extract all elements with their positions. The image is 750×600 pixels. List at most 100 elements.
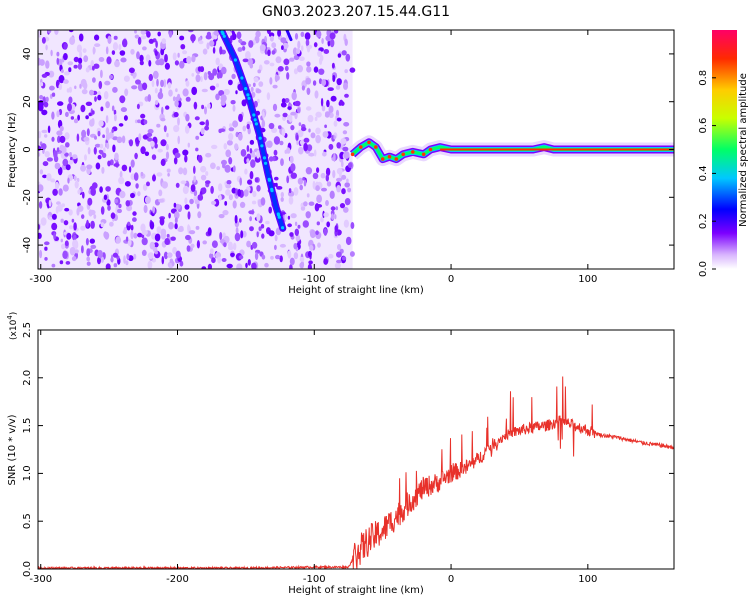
noise-speck: [195, 74, 201, 83]
noise-speck: [68, 30, 74, 33]
snr-x-tick-label: 0: [448, 574, 454, 585]
noise-speck: [53, 150, 58, 159]
noise-speck: [91, 118, 95, 126]
noise-speck: [254, 252, 259, 261]
noise-speck: [193, 189, 198, 197]
noise-speck: [136, 103, 140, 110]
noise-speck: [281, 45, 284, 50]
noise-speck: [100, 256, 104, 263]
noise-speck: [329, 32, 336, 40]
noise-speck: [121, 135, 126, 144]
carrier-peak: [380, 157, 385, 161]
noise-speck: [217, 256, 222, 264]
diagonal-trace-core: [254, 122, 258, 126]
noise-speck: [266, 30, 271, 35]
noise-speck: [122, 38, 128, 48]
noise-speck: [282, 112, 288, 118]
noise-speck: [105, 46, 109, 55]
noise-speck: [139, 54, 144, 62]
noise-speck: [103, 147, 106, 153]
noise-speck: [51, 222, 58, 231]
noise-speck: [86, 128, 90, 137]
noise-speck: [249, 63, 254, 69]
noise-speck: [236, 263, 243, 269]
noise-speck: [98, 57, 105, 62]
noise-speck: [132, 73, 136, 79]
noise-speck: [253, 77, 259, 83]
noise-speck: [224, 201, 228, 206]
noise-speck: [337, 53, 342, 58]
noise-speck: [289, 232, 294, 237]
noise-speck: [336, 142, 342, 149]
diagonal-trace-core: [258, 136, 262, 140]
noise-speck: [272, 156, 276, 162]
noise-speck: [127, 221, 131, 226]
noise-speck: [315, 111, 322, 118]
noise-speck: [327, 39, 331, 47]
noise-speck: [300, 45, 304, 52]
spectrogram-y-axis-label: Frequency (Hz): [7, 112, 18, 188]
carrier-peak: [367, 140, 371, 145]
noise-speck: [347, 187, 352, 193]
noise-speck: [68, 209, 73, 216]
noise-speck: [175, 250, 181, 259]
noise-speck: [71, 256, 77, 262]
noise-speck: [314, 90, 319, 99]
noise-speck: [289, 264, 293, 269]
noise-speck: [252, 82, 256, 88]
noise-speck: [44, 151, 50, 158]
noise-speck: [349, 251, 355, 257]
noise-speck: [159, 217, 165, 226]
noise-speck: [193, 101, 198, 110]
spectrogram-x-tick-label: 0: [448, 274, 454, 285]
noise-speck: [90, 244, 97, 249]
noise-speck: [318, 78, 323, 85]
noise-speck: [73, 234, 77, 240]
noise-speck: [297, 65, 303, 73]
noise-speck: [306, 193, 310, 198]
spectrogram-x-tick-label: -300: [29, 274, 52, 285]
noise-speck: [268, 230, 275, 237]
noise-speck: [73, 56, 79, 63]
noise-speck: [242, 58, 249, 63]
noise-speck: [302, 220, 309, 228]
noise-speck: [274, 244, 277, 250]
noise-speck: [223, 143, 228, 150]
noise-speck: [187, 211, 191, 220]
noise-speck: [128, 67, 135, 74]
noise-speck: [280, 158, 284, 167]
noise-speck: [343, 82, 348, 90]
noise-speck: [92, 77, 96, 83]
noise-speck: [48, 199, 52, 207]
noise-speck: [211, 200, 217, 205]
noise-speck: [300, 31, 305, 37]
noise-speck: [200, 76, 203, 82]
noise-speck: [60, 69, 64, 73]
noise-speck: [100, 222, 105, 228]
noise-speck: [186, 56, 192, 64]
noise-speck: [97, 130, 101, 137]
noise-speck: [328, 143, 334, 150]
noise-speck: [205, 119, 209, 128]
diagonal-trace-core: [270, 189, 274, 193]
noise-speck: [221, 66, 227, 75]
noise-speck: [85, 115, 89, 120]
noise-speck: [194, 116, 200, 121]
noise-speck: [220, 94, 227, 102]
noise-speck: [161, 181, 168, 189]
noise-speck: [69, 152, 72, 157]
noise-speck: [237, 188, 241, 197]
noise-speck: [45, 44, 48, 51]
snr-panel: -300 -200 -100 0 100 0.0 0.5 1.0 1.5 2.0 2.5 Heig…: [6, 312, 675, 596]
noise-speck: [90, 220, 95, 229]
noise-speck: [64, 71, 70, 76]
noise-speck: [234, 232, 241, 242]
noise-speck: [226, 263, 233, 269]
noise-speck: [345, 53, 351, 62]
noise-speck: [182, 167, 188, 176]
noise-speck: [249, 226, 254, 232]
noise-speck: [313, 149, 317, 157]
noise-speck: [343, 151, 350, 159]
noise-speck: [333, 120, 338, 127]
